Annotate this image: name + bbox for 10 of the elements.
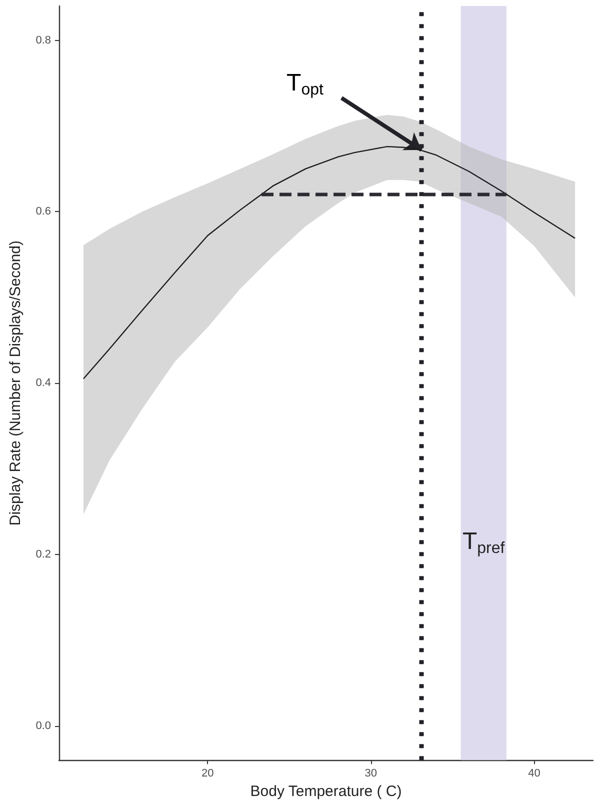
x-tick-label: 40 bbox=[528, 768, 540, 780]
y-tick-label: 0.6 bbox=[36, 206, 51, 218]
y-tick-label: 0.0 bbox=[36, 720, 51, 732]
y-tick-label: 0.4 bbox=[36, 377, 51, 390]
y-tick-label: 0.8 bbox=[36, 34, 51, 46]
x-axis-title: Body Temperature ( C) bbox=[250, 783, 402, 800]
x-tick-label: 30 bbox=[364, 768, 378, 780]
y-tick-label: 0.2 bbox=[36, 548, 51, 560]
y-axis-title: Display Rate (Number of Displays/Second) bbox=[7, 240, 24, 526]
x-tick-label: 20 bbox=[201, 768, 214, 780]
